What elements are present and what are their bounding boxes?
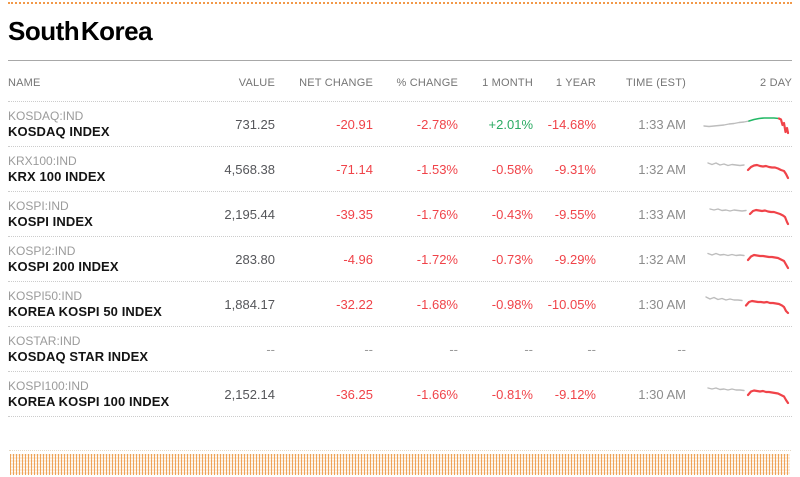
index-name[interactable]: KOREA KOSPI 50 INDEX xyxy=(8,304,162,319)
time-cell: 1:30 AM xyxy=(638,296,686,312)
col-header-value: VALUE xyxy=(238,77,275,89)
one-month-cell: -0.58% xyxy=(491,161,533,177)
pct-change-cell: -1.53% xyxy=(416,161,458,177)
value-cell: 283.80 xyxy=(235,251,275,267)
bottom-dotted-divider xyxy=(9,450,791,451)
col-header-2-day: 2 DAY xyxy=(760,77,792,89)
sparkline-chart xyxy=(709,207,790,225)
table-row[interactable]: KOSTAR:IND KOSDAQ STAR INDEX -- -- -- --… xyxy=(8,327,792,372)
table-header-row: NAME VALUE NET CHANGE % CHANGE 1 MONTH 1… xyxy=(8,61,792,102)
time-cell: 1:32 AM xyxy=(638,161,686,177)
top-dotted-divider xyxy=(8,2,792,4)
index-name[interactable]: KRX 100 INDEX xyxy=(8,169,106,184)
net-change-cell: -36.25 xyxy=(336,386,373,402)
value-cell: 2,152.14 xyxy=(224,386,275,402)
ticker-symbol: KOSPI100:IND xyxy=(8,379,89,393)
ticker-symbol: KOSTAR:IND xyxy=(8,334,81,348)
value-cell: 1,884.17 xyxy=(224,296,275,312)
two-day-sparkline xyxy=(686,243,792,276)
index-link[interactable]: KOSPI50:IND KOREA KOSPI 50 INDEX xyxy=(8,289,203,319)
sparkline-chart xyxy=(707,161,790,179)
value-cell: -- xyxy=(266,341,275,357)
index-link[interactable]: KOSTAR:IND KOSDAQ STAR INDEX xyxy=(8,334,203,364)
net-change-cell: -32.22 xyxy=(336,296,373,312)
one-year-cell: -- xyxy=(587,341,596,357)
pct-change-cell: -1.68% xyxy=(416,296,458,312)
col-header-name: NAME xyxy=(8,77,41,89)
index-name[interactable]: KOSPI 200 INDEX xyxy=(8,259,119,274)
one-year-cell: -9.55% xyxy=(554,206,596,222)
index-name[interactable]: KOREA KOSPI 100 INDEX xyxy=(8,394,170,409)
index-link[interactable]: KOSPI:IND KOSPI INDEX xyxy=(8,199,203,229)
index-name[interactable]: KOSDAQ STAR INDEX xyxy=(8,349,149,364)
page-title: South Korea xyxy=(8,16,153,46)
pct-change-cell: -- xyxy=(449,341,458,357)
sparkline-chart xyxy=(707,252,790,269)
two-day-sparkline-empty xyxy=(686,348,792,350)
value-cell: 4,568.38 xyxy=(224,161,275,177)
pct-change-cell: -1.72% xyxy=(416,251,458,267)
one-year-cell: -9.12% xyxy=(554,386,596,402)
two-day-sparkline xyxy=(686,288,792,321)
one-month-cell: -- xyxy=(524,341,533,357)
net-change-cell: -4.96 xyxy=(343,251,373,267)
sparkline-chart xyxy=(707,386,790,404)
sparkline-chart xyxy=(705,295,790,314)
pct-change-cell: -1.66% xyxy=(416,386,458,402)
two-day-sparkline xyxy=(686,153,792,186)
sparkline-chart xyxy=(703,116,790,134)
col-header-net-change: NET CHANGE xyxy=(299,77,373,89)
col-header-time-est: TIME (EST) xyxy=(625,77,686,89)
two-day-sparkline xyxy=(686,378,792,411)
table-row[interactable]: KOSPI:IND KOSPI INDEX 2,195.44 -39.35 -1… xyxy=(8,192,792,237)
index-link[interactable]: KOSPI2:IND KOSPI 200 INDEX xyxy=(8,244,203,274)
ticker-symbol: KRX100:IND xyxy=(8,154,77,168)
index-link[interactable]: KOSPI100:IND KOREA KOSPI 100 INDEX xyxy=(8,379,203,409)
ticker-symbol: KOSPI:IND xyxy=(8,199,69,213)
ticker-symbol: KOSDAQ:IND xyxy=(8,109,84,123)
value-cell: 731.25 xyxy=(235,116,275,132)
col-header-pct-change: % CHANGE xyxy=(396,77,458,89)
one-month-cell: +2.01% xyxy=(488,116,533,132)
table-row[interactable]: KOSPI2:IND KOSPI 200 INDEX 283.80 -4.96 … xyxy=(8,237,792,282)
net-change-cell: -39.35 xyxy=(336,206,373,222)
one-year-cell: -9.31% xyxy=(554,161,596,177)
one-year-cell: -9.29% xyxy=(554,251,596,267)
index-link[interactable]: KRX100:IND KRX 100 INDEX xyxy=(8,154,203,184)
index-name[interactable]: KOSPI INDEX xyxy=(8,214,93,229)
time-cell: -- xyxy=(677,341,686,357)
ticker-symbol: KOSPI50:IND xyxy=(8,289,83,303)
one-month-cell: -0.98% xyxy=(491,296,533,312)
pct-change-cell: -2.78% xyxy=(416,116,458,132)
table-row[interactable]: KOSDAQ:IND KOSDAQ INDEX 731.25 -20.91 -2… xyxy=(8,102,792,147)
orange-hatch-band xyxy=(10,454,790,475)
col-header-1-year: 1 YEAR xyxy=(555,77,596,89)
table-row[interactable]: KOSPI50:IND KOREA KOSPI 50 INDEX 1,884.1… xyxy=(8,282,792,327)
index-link[interactable]: KOSDAQ:IND KOSDAQ INDEX xyxy=(8,109,203,139)
pct-change-cell: -1.76% xyxy=(416,206,458,222)
two-day-sparkline xyxy=(686,108,792,141)
time-cell: 1:33 AM xyxy=(638,116,686,132)
one-month-cell: -0.81% xyxy=(491,386,533,402)
ticker-symbol: KOSPI2:IND xyxy=(8,244,76,258)
time-cell: 1:32 AM xyxy=(638,251,686,267)
value-cell: 2,195.44 xyxy=(224,206,275,222)
col-header-1-month: 1 MONTH xyxy=(482,77,533,89)
table-row[interactable]: KOSPI100:IND KOREA KOSPI 100 INDEX 2,152… xyxy=(8,372,792,417)
time-cell: 1:30 AM xyxy=(638,386,686,402)
net-change-cell: -20.91 xyxy=(336,116,373,132)
table-row[interactable]: KRX100:IND KRX 100 INDEX 4,568.38 -71.14… xyxy=(8,147,792,192)
index-name[interactable]: KOSDAQ INDEX xyxy=(8,124,110,139)
net-change-cell: -- xyxy=(364,341,373,357)
time-cell: 1:33 AM xyxy=(638,206,686,222)
title-rule xyxy=(8,60,792,61)
one-year-cell: -14.68% xyxy=(547,116,596,132)
two-day-sparkline xyxy=(686,198,792,231)
one-month-cell: -0.43% xyxy=(491,206,533,222)
net-change-cell: -71.14 xyxy=(336,161,373,177)
one-month-cell: -0.73% xyxy=(491,251,533,267)
one-year-cell: -10.05% xyxy=(547,296,596,312)
